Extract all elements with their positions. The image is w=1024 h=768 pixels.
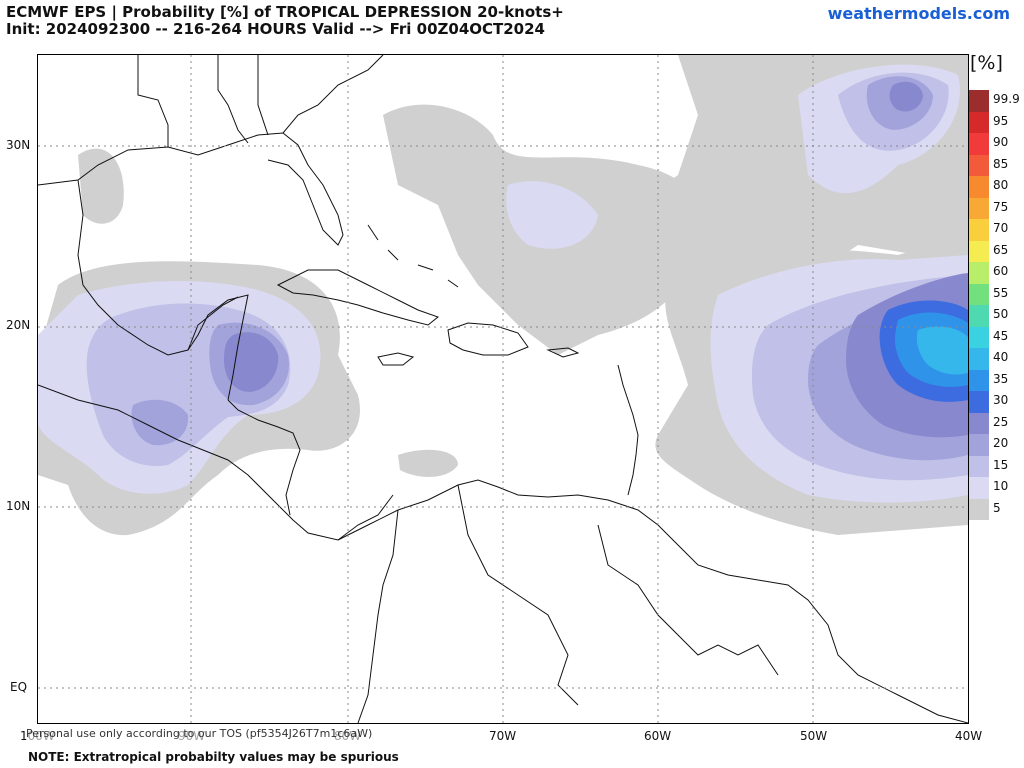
probability-map [37, 54, 969, 724]
lat-label-30n: 30N [6, 138, 31, 152]
lat-label-20n: 20N [6, 318, 31, 332]
legend-level-label: 80 [993, 178, 1009, 192]
legend-level-label: 45 [993, 328, 1009, 343]
title-line-1: ECMWF EPS | Probability [%] of TROPICAL … [6, 3, 564, 21]
legend-level-label: 35 [993, 371, 1009, 386]
legend-swatch [969, 455, 989, 477]
legend-swatch [969, 111, 989, 133]
legend-level-label: 60 [993, 264, 1009, 278]
legend-swatch [969, 412, 989, 434]
legend-swatch [969, 326, 989, 348]
brand-link[interactable]: weathermodels.com [827, 4, 1010, 23]
legend-swatch [969, 133, 989, 155]
legend-swatch [969, 434, 989, 456]
legend-level-label: 95 [993, 113, 1009, 128]
legend-level-label: 75 [993, 199, 1009, 214]
legend-level-label: 5 [993, 500, 1001, 515]
lat-label-eq: EQ [10, 680, 28, 694]
legend-swatch [969, 262, 989, 284]
legend-level-label: 20 [993, 436, 1009, 450]
legend-level-label: 65 [993, 242, 1009, 257]
lon-label-60w: 60W [644, 729, 672, 743]
legend-level-label: 85 [993, 156, 1009, 171]
graticule [38, 55, 968, 723]
chart-title: ECMWF EPS | Probability [%] of TROPICAL … [6, 4, 564, 38]
legend-swatch [969, 348, 989, 370]
legend-swatch [969, 240, 989, 262]
legend-swatch [969, 176, 989, 198]
legend-level-label: 10 [993, 479, 1009, 493]
legend-level-label: 25 [993, 414, 1009, 429]
legend-swatch [969, 90, 989, 112]
lat-label-10n: 10N [6, 499, 31, 513]
legend-swatch [969, 283, 989, 305]
lon-label-70w: 70W [489, 729, 517, 743]
legend-level-label: 90 [993, 135, 1009, 149]
legend-swatch [969, 498, 989, 520]
footnote: NOTE: Extratropical probabilty values ma… [28, 750, 399, 764]
legend-level-label: 50 [993, 307, 1009, 321]
lon-label-40w: 40W [955, 729, 983, 743]
legend-swatch [969, 391, 989, 413]
legend-title: [%] [970, 52, 1003, 74]
color-legend [969, 90, 989, 520]
lon-label-50w: 50W [800, 729, 828, 743]
legend-swatch [969, 197, 989, 219]
disclaimer-text: Personal use only according to our TOS (… [26, 727, 373, 740]
shading-30-40pct [879, 300, 968, 402]
legend-swatch [969, 369, 989, 391]
legend-level-label: 30 [993, 393, 1009, 407]
legend-swatch [969, 305, 989, 327]
legend-level-label: 15 [993, 457, 1009, 472]
legend-level-label: 40 [993, 350, 1009, 364]
legend-swatch [969, 477, 989, 499]
legend-level-label: 55 [993, 285, 1009, 300]
legend-swatch [969, 154, 989, 176]
map-canvas [38, 55, 968, 723]
title-line-2: Init: 2024092300 -- 216-264 HOURS Valid … [6, 20, 545, 38]
legend-level-label: 70 [993, 221, 1009, 235]
legend-swatch [969, 219, 989, 241]
legend-level-label: 99.9 [993, 92, 1020, 106]
